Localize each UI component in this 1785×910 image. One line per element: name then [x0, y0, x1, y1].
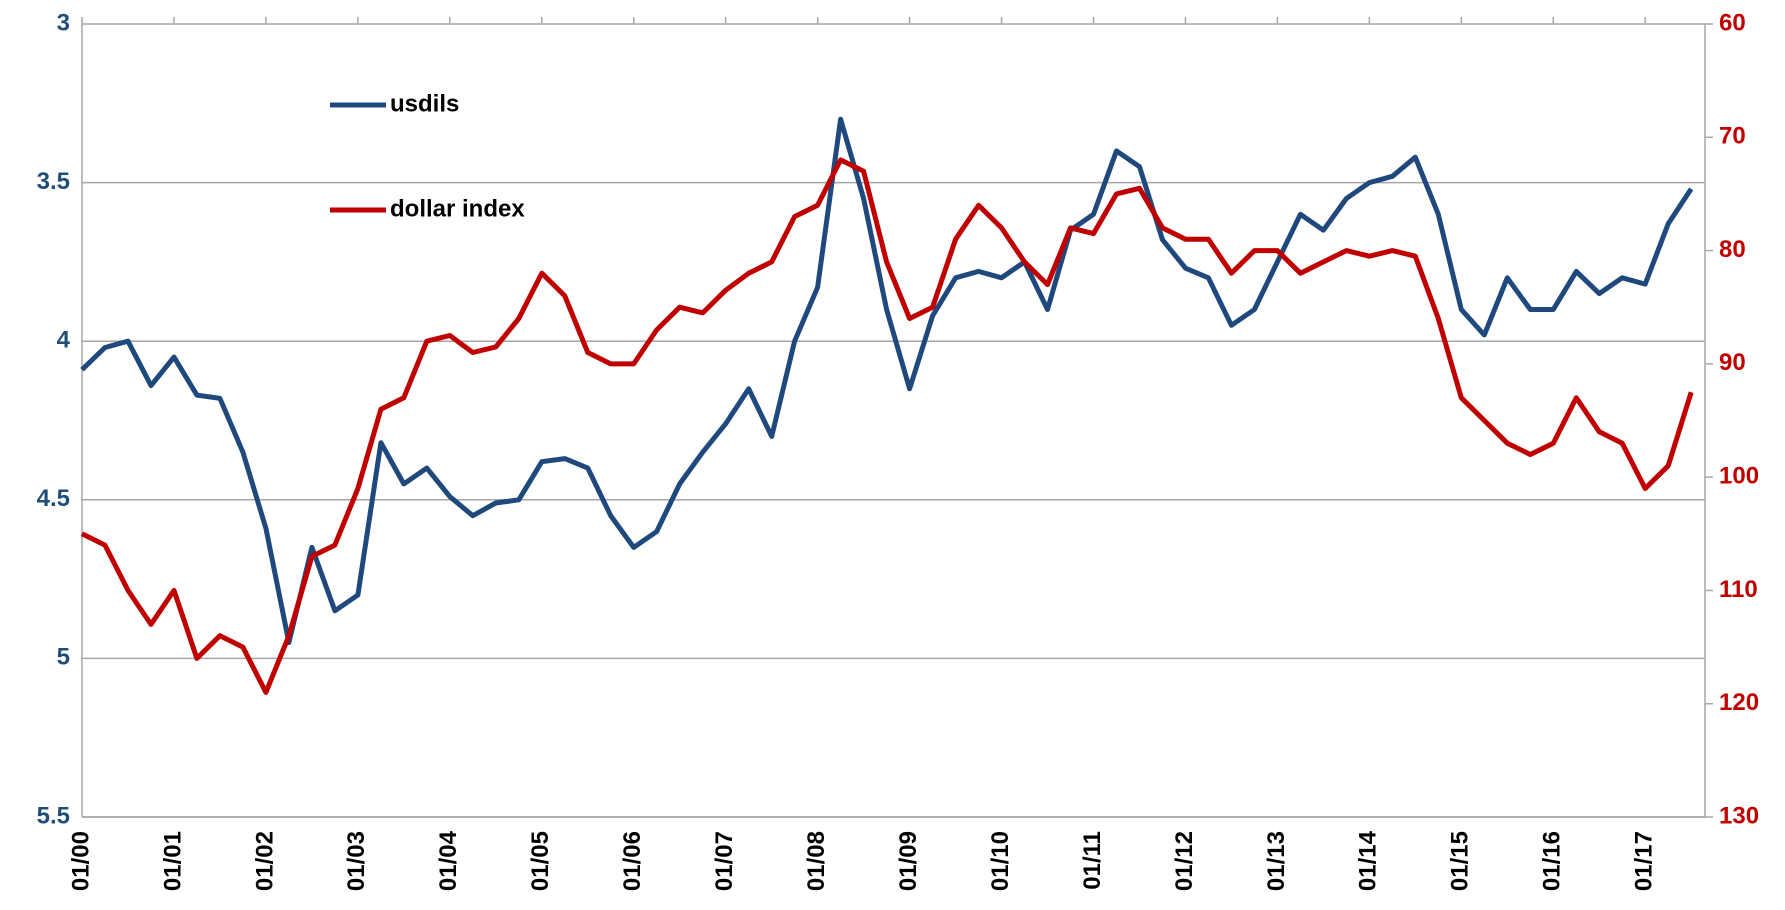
series-line [80, 157, 1694, 695]
x-tick-label: 01/10 [987, 831, 1014, 891]
y2-tick-label: 130 [1719, 802, 1759, 829]
y-tick-label: 5 [57, 644, 70, 671]
x-tick-label: 01/12 [1171, 831, 1198, 891]
x-tick-label: 01/17 [1631, 831, 1658, 891]
x-tick-label: 01/05 [527, 831, 554, 891]
y-tick-label: 4.5 [37, 485, 70, 512]
x-tick-label: 01/07 [711, 831, 738, 891]
y2-tick-label: 80 [1719, 236, 1746, 263]
y2-tick-label: 110 [1719, 576, 1758, 603]
x-tick-label: 01/13 [1263, 831, 1290, 891]
y2-tick-label: 120 [1719, 689, 1759, 716]
y2-tick-label: 90 [1719, 349, 1746, 376]
x-tick-label: 01/14 [1355, 830, 1382, 891]
x-tick-label: 01/00 [67, 831, 94, 891]
y-tick-label: 3 [57, 9, 70, 36]
x-tick-label: 01/02 [251, 831, 278, 891]
x-tick-label: 01/11 [1079, 831, 1106, 890]
x-tick-label: 01/01 [159, 831, 186, 891]
x-tick-label: 01/08 [803, 831, 830, 891]
x-tick-label: 01/06 [619, 831, 646, 891]
x-tick-label: 01/15 [1447, 831, 1474, 891]
legend-label: usdils [390, 90, 459, 117]
series-line [80, 116, 1694, 645]
y2-tick-label: 100 [1719, 462, 1759, 489]
y2-tick-label: 60 [1719, 9, 1746, 36]
y-tick-label: 3.5 [37, 168, 70, 195]
y-tick-label: 5.5 [37, 802, 70, 829]
x-tick-label: 01/03 [343, 831, 370, 891]
x-tick-label: 01/04 [435, 830, 462, 891]
legend-label: dollar index [390, 195, 525, 222]
y-tick-label: 4 [57, 327, 71, 354]
y2-tick-label: 70 [1719, 123, 1746, 150]
x-tick-label: 01/09 [895, 831, 922, 891]
x-tick-label: 01/16 [1539, 831, 1566, 891]
